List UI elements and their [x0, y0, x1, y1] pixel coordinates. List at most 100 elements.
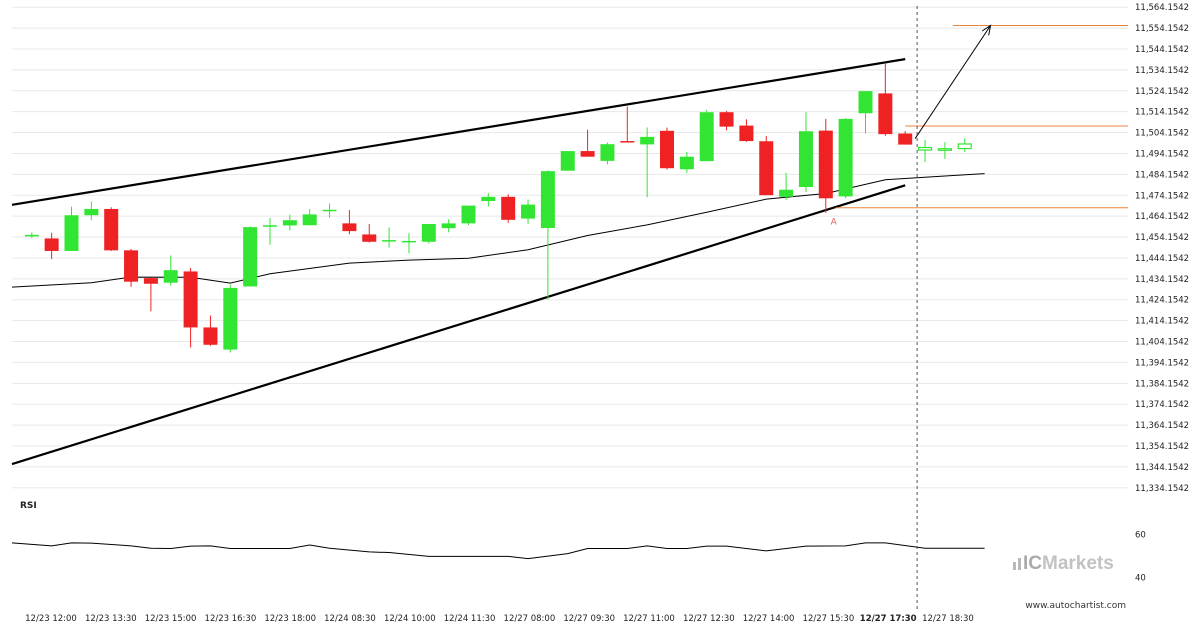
candle [580, 129, 595, 157]
candle-body [342, 223, 357, 232]
axes: 11,564.1542 11,554.1542 11,544.1542 11,534.… [25, 3, 1189, 624]
candle [719, 110, 734, 131]
candle-body [282, 220, 297, 226]
candle [441, 219, 456, 233]
y-tick-label: 11,514.1542 [1135, 108, 1189, 118]
y-tick-label: 11,474.1542 [1135, 191, 1189, 201]
x-tick-label: 12/27 12:30 [683, 614, 735, 624]
y-tick-label: 11,554.1542 [1135, 24, 1189, 34]
candle [263, 217, 277, 245]
candle [481, 193, 496, 207]
candle-body [64, 215, 79, 251]
y-tick-label: 11,464.1542 [1135, 212, 1189, 222]
y-tick-label: 11,344.1542 [1135, 463, 1189, 473]
channel-upper-line [11, 58, 906, 206]
candle-body [362, 234, 377, 242]
candle-body [263, 225, 277, 227]
y-tick-label: 11,484.1542 [1135, 170, 1189, 180]
candle [779, 172, 794, 200]
candle [798, 112, 813, 193]
y-tick-label: 11,404.1542 [1135, 338, 1189, 348]
x-tick-label: 12/27 08:00 [504, 614, 556, 624]
brand-suffix: Markets [1042, 553, 1114, 574]
x-tick-label: 12/23 18:00 [264, 614, 316, 624]
brand-prefix: IC [1023, 553, 1042, 574]
candle [600, 142, 615, 165]
candle [640, 127, 655, 198]
candle [24, 232, 39, 239]
candle [302, 208, 317, 226]
candle [143, 277, 158, 312]
candle-body [759, 141, 774, 196]
candle-body [937, 148, 953, 151]
candle-body [223, 287, 238, 350]
candle-body [44, 238, 59, 251]
candle [957, 138, 972, 153]
candle-body [84, 208, 99, 216]
candle [898, 131, 913, 145]
candle [243, 226, 258, 287]
x-tick-label: 12/23 16:30 [205, 614, 257, 624]
x-tick-label: 12/27 09:30 [563, 614, 615, 624]
candle [282, 214, 297, 231]
candle-body [739, 125, 754, 142]
candle-body [679, 156, 694, 170]
x-tick-label: 12/23 12:00 [25, 614, 77, 624]
candle [203, 315, 218, 346]
candle [521, 199, 536, 224]
candle-body [501, 196, 516, 220]
price-panel: A [11, 24, 1128, 466]
candle [937, 142, 953, 159]
candle-body [421, 224, 436, 242]
candle-body [798, 131, 813, 188]
brand-logo-icon [1013, 558, 1021, 570]
x-tick-label: 12/27 17:30 [860, 614, 917, 624]
candle-body [580, 151, 595, 157]
candle-body [600, 144, 615, 161]
y-tick-label: 11,564.1542 [1135, 3, 1189, 13]
candle-body [24, 234, 39, 237]
candle-body [858, 91, 873, 114]
candle-body [441, 223, 456, 229]
candle-body [540, 171, 555, 228]
x-tick-label: 12/27 11:00 [623, 614, 675, 624]
candle [461, 205, 476, 226]
candle [382, 227, 397, 248]
forecast-arrow-line [914, 25, 991, 139]
candle-body [302, 214, 317, 226]
y-tick-label: 11,444.1542 [1135, 254, 1189, 264]
y-tick-label: 11,534.1542 [1135, 66, 1189, 76]
candle [818, 118, 833, 213]
brand-watermark: ICMarkets [1013, 553, 1114, 574]
candle [183, 267, 198, 348]
candle [322, 203, 337, 218]
candle [342, 210, 357, 235]
candle-body [699, 112, 714, 162]
site-link[interactable]: www.autochartist.com [1025, 601, 1126, 611]
y-tick-label: 11,414.1542 [1135, 317, 1189, 327]
candle [223, 284, 238, 353]
candle [660, 127, 674, 170]
y-tick-label: 11,334.1542 [1135, 484, 1189, 494]
y-tick-label: 11,374.1542 [1135, 400, 1189, 410]
y-tick-label: 11,394.1542 [1135, 358, 1189, 368]
candle [44, 232, 59, 260]
candle-body [203, 327, 218, 345]
forecast-arrow-head [981, 24, 992, 36]
candle [560, 151, 575, 171]
y-tick-label: 11,454.1542 [1135, 233, 1189, 243]
x-tick-label: 12/23 13:30 [85, 614, 137, 624]
x-tick-label: 12/27 15:30 [803, 614, 855, 624]
candle-body [382, 240, 397, 242]
candle-body [719, 112, 734, 127]
candle [620, 106, 635, 143]
candle [838, 118, 853, 199]
candle [163, 255, 178, 286]
candle-body [818, 130, 833, 199]
y-tick-label: 11,544.1542 [1135, 45, 1189, 55]
candle-body [620, 141, 635, 143]
candle-body [183, 271, 198, 328]
y-tick-label: 11,364.1542 [1135, 421, 1189, 431]
grid [12, 6, 1128, 489]
candle [759, 136, 774, 196]
